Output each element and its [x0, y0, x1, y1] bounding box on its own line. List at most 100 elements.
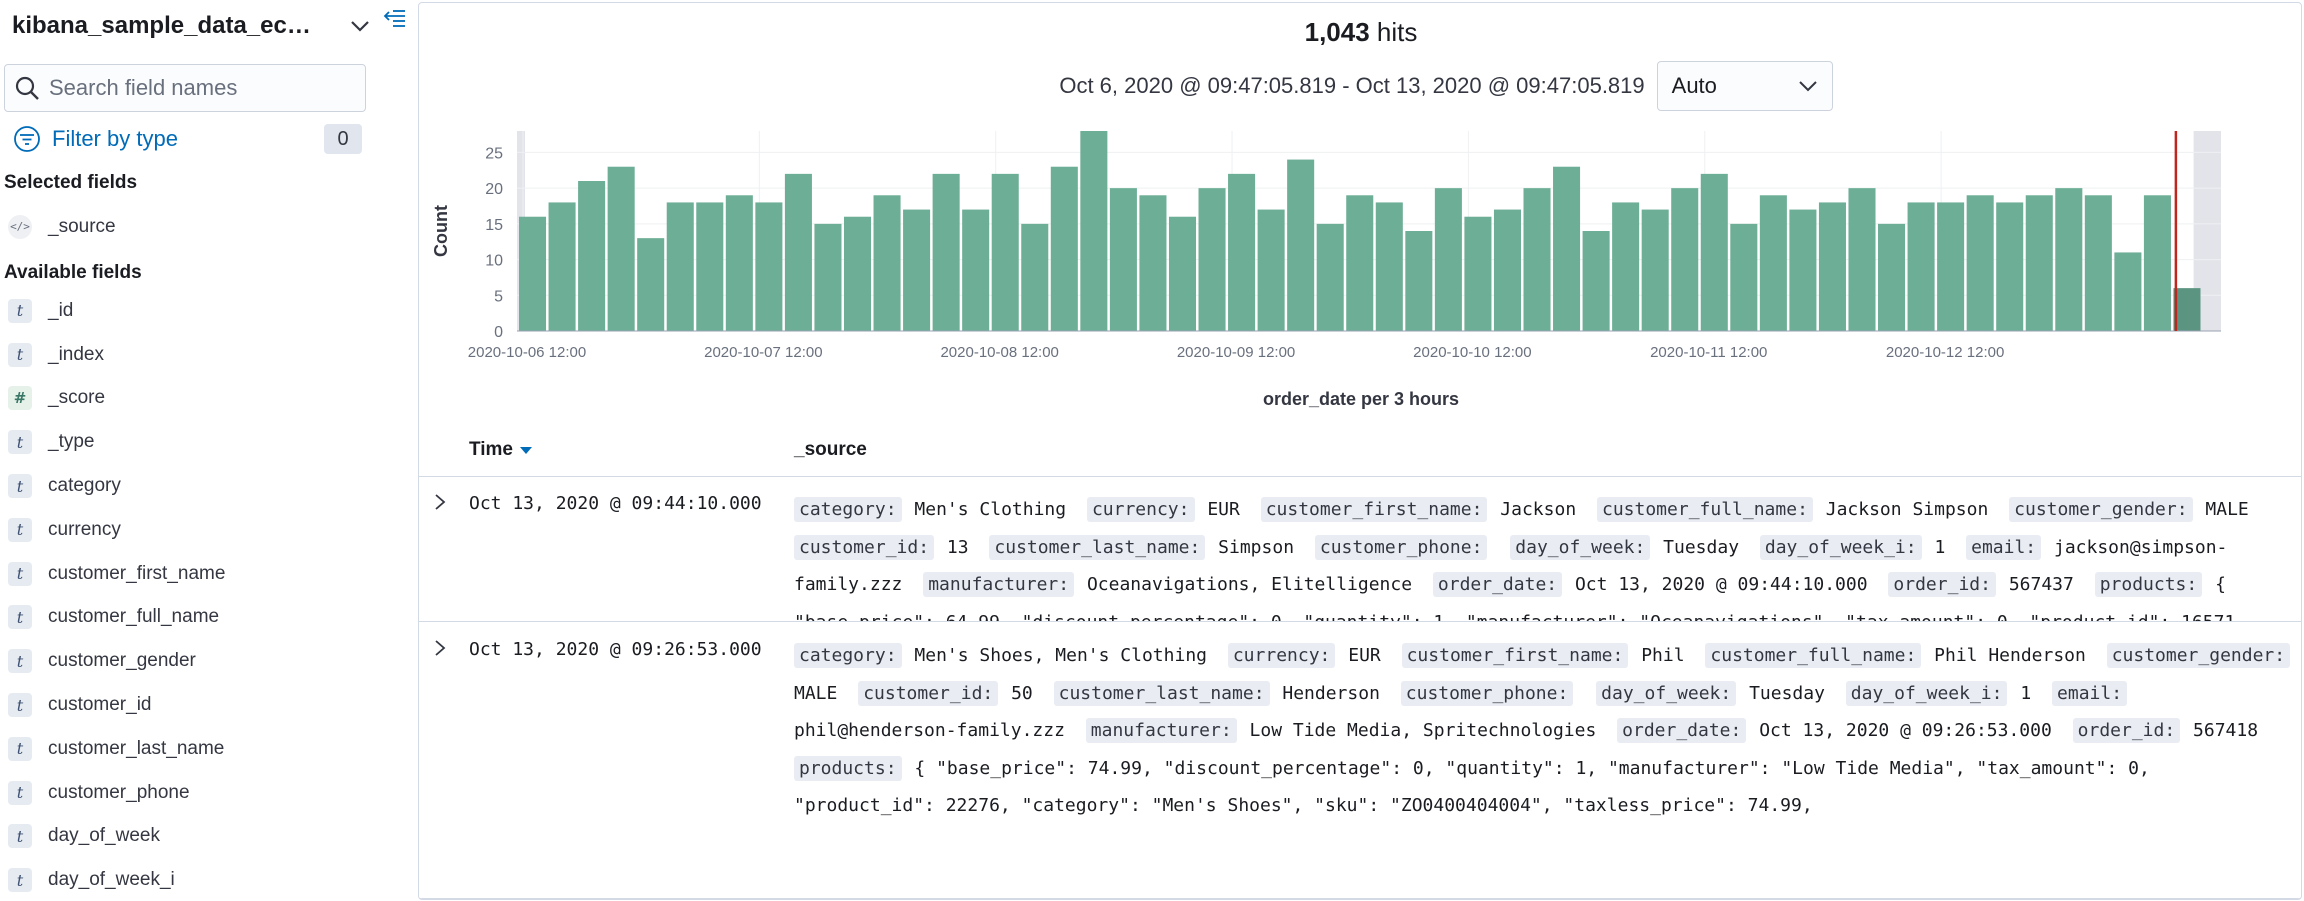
histogram-bar — [1168, 216, 1197, 331]
source-field-value: MALE — [2205, 499, 2249, 520]
histogram-bar — [1641, 209, 1669, 331]
index-pattern-selector[interactable]: kibana_sample_data_eco... — [12, 10, 372, 42]
source-field-key: customer_id: — [858, 680, 999, 706]
table-row: Oct 13, 2020 @ 09:44:10.000 category: Men… — [419, 477, 2301, 622]
histogram-bar — [1050, 166, 1078, 331]
source-field-value: { "base_price": 64.99, "discount_percent… — [794, 574, 2247, 622]
source-field-value: Jackson Simpson — [1825, 499, 1989, 520]
field-name: customer_id — [48, 694, 152, 716]
histogram-bar — [991, 173, 1019, 331]
column-header-time[interactable]: Time — [469, 439, 533, 461]
field-item[interactable]: t customer_id — [8, 683, 398, 727]
field-item[interactable]: t category — [8, 464, 398, 508]
expand-row-chevron-icon[interactable] — [429, 637, 451, 659]
histogram-bar — [1434, 188, 1462, 331]
interval-select[interactable]: Auto — [1656, 61, 1833, 111]
string-field-icon: t — [8, 780, 32, 805]
histogram-bar — [578, 181, 606, 331]
field-item[interactable]: t customer_last_name — [8, 727, 398, 771]
field-item[interactable]: t customer_gender — [8, 639, 398, 683]
histogram-bar — [1198, 188, 1226, 331]
expand-row-chevron-icon[interactable] — [429, 491, 451, 513]
field-item[interactable]: t day_of_week — [8, 815, 398, 859]
string-field-icon: t — [8, 693, 32, 718]
field-item[interactable]: t day_of_week_i — [8, 858, 398, 901]
column-time-label: Time — [469, 439, 514, 460]
string-field-icon: t — [8, 561, 32, 586]
field-name: customer_phone — [48, 781, 190, 803]
histogram-bar — [1257, 209, 1285, 331]
source-field-key: customer_phone: — [1314, 534, 1488, 560]
filter-icon — [12, 124, 42, 154]
histogram-bar — [784, 173, 812, 331]
field-name: _score — [48, 387, 106, 409]
histogram-bar — [1405, 231, 1433, 331]
string-field-icon: t — [8, 342, 32, 367]
field-item[interactable]: t customer_first_name — [8, 552, 398, 596]
source-field-value: Henderson — [1282, 682, 1380, 704]
histogram-bar — [1789, 209, 1817, 331]
source-field-value: Tuesday — [1663, 536, 1740, 558]
source-field-key: customer_first_name: — [1401, 643, 1629, 668]
field-item[interactable]: t customer_full_name — [8, 596, 398, 640]
histogram-chart[interactable]: 0 5 10 15 20 25 2020-10-06 12:00 2020-10-07 12:… — [419, 121, 2302, 371]
field-item[interactable]: t _type — [8, 420, 398, 464]
histogram-bar — [1996, 202, 2024, 331]
source-field-key: customer_id: — [794, 534, 935, 560]
source-field-key: category: — [794, 643, 902, 668]
histogram-bar — [2173, 288, 2201, 331]
source-field-value: Men's Shoes, Men's Clothing — [914, 645, 1207, 666]
histogram-bar — [1878, 223, 1906, 331]
histogram-bar — [1316, 223, 1344, 331]
field-search-input[interactable] — [49, 75, 349, 101]
histogram-bar — [1228, 173, 1256, 331]
source-field-value: 567418 — [2193, 720, 2259, 741]
row-timestamp: Oct 13, 2020 @ 09:44:10.000 — [469, 493, 762, 514]
source-field-value: Jackson — [1500, 499, 1577, 520]
histogram-bar — [932, 173, 960, 331]
hits-count: 1,043 — [1304, 17, 1370, 47]
histogram-bar — [903, 209, 931, 331]
field-name: category — [48, 475, 121, 497]
histogram-bar — [696, 202, 724, 331]
table-header: Time _source — [419, 423, 2301, 477]
selected-fields-list: </> _source — [8, 205, 398, 249]
string-field-icon: t — [8, 517, 32, 542]
sort-descending-icon[interactable] — [519, 445, 533, 455]
hits-label: hits — [1376, 17, 1418, 47]
field-item[interactable]: # _score — [8, 377, 398, 421]
chevron-down-icon — [1798, 79, 1818, 93]
source-field-key: customer_phone: — [1400, 680, 1574, 706]
source-field-key: order_id: — [2072, 718, 2181, 743]
source-field-value: phil@henderson-family.zzz — [794, 720, 1065, 741]
histogram-bar — [725, 195, 753, 331]
field-name: _id — [48, 299, 74, 321]
y-tick-label: 0 — [494, 324, 503, 341]
source-field-key: manufacturer: — [1085, 718, 1237, 743]
string-field-icon: t — [8, 868, 32, 893]
collapse-sidebar-button[interactable] — [382, 6, 408, 30]
filter-by-type-button[interactable]: Filter by type 0 — [12, 122, 362, 156]
string-field-icon: t — [8, 605, 32, 630]
source-field-value: 1 — [1934, 536, 1946, 558]
field-item[interactable]: t currency — [8, 508, 398, 552]
histogram-bar — [637, 238, 665, 331]
field-item[interactable]: t _index — [8, 333, 398, 377]
source-field-key: email: — [2052, 680, 2128, 706]
histogram-bar — [1346, 195, 1374, 331]
source-field-key: order_date: — [1617, 718, 1747, 743]
selected-fields-title: Selected fields — [4, 172, 138, 193]
source-field-value: Phil — [1641, 645, 1685, 666]
histogram-bar — [1612, 202, 1640, 331]
field-item[interactable]: </> _source — [8, 205, 398, 249]
field-item[interactable]: t _id — [8, 289, 398, 333]
histogram-bar — [2084, 195, 2112, 331]
source-field-value: jackson@simpson-family.zzz — [794, 536, 2228, 596]
field-item[interactable]: t customer_phone — [8, 771, 398, 815]
histogram-bar — [1021, 223, 1049, 331]
string-field-icon: t — [8, 298, 32, 323]
source-field-key: products: — [794, 755, 902, 781]
field-name: day_of_week — [48, 825, 160, 847]
source-field-value: 1 — [2020, 682, 2032, 704]
histogram-bar — [1109, 188, 1137, 331]
